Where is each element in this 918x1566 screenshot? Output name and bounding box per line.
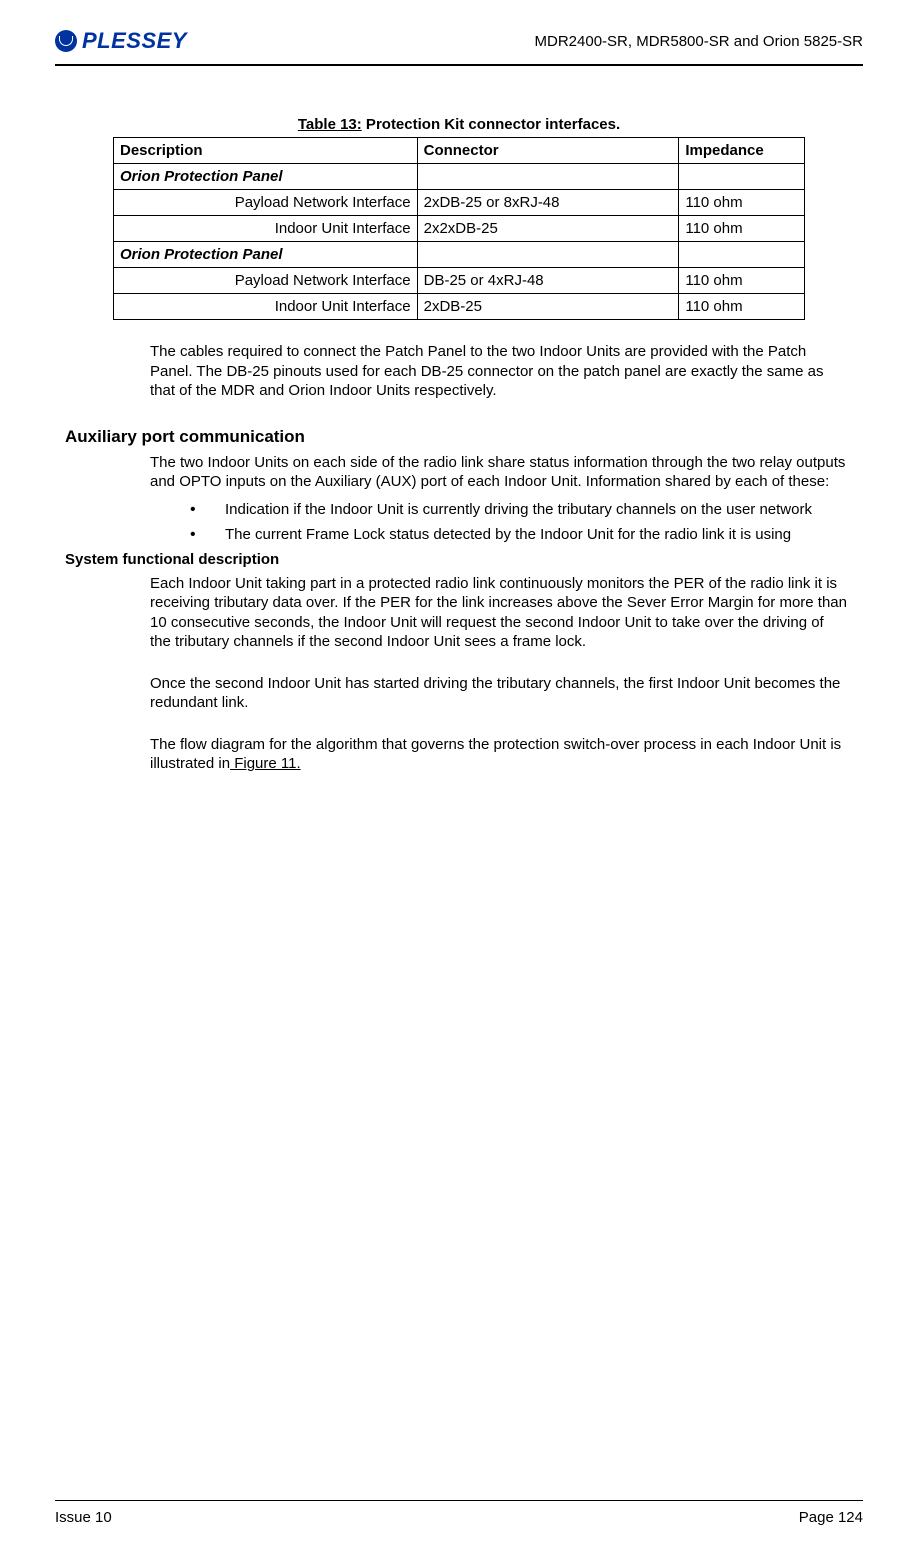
empty-cell: [679, 242, 805, 268]
table-header-row: Description Connector Impedance: [114, 138, 805, 164]
paragraph-cables: The cables required to connect the Patch…: [150, 342, 848, 401]
logo-brand-text: PLESSEY: [82, 28, 187, 54]
section-header: Orion Protection Panel: [114, 164, 418, 190]
paragraph-sysfunc-1: Each Indoor Unit taking part in a protec…: [150, 574, 848, 652]
table-caption-label: Table 13:: [298, 116, 362, 133]
logo-inner-icon: [59, 36, 73, 46]
connector-table: Description Connector Impedance Orion Pr…: [113, 137, 805, 320]
paragraph-aux-intro: The two Indoor Units on each side of the…: [150, 453, 848, 492]
empty-cell: [679, 164, 805, 190]
cell-description: Indoor Unit Interface: [114, 294, 418, 320]
cell-impedance: 110 ohm: [679, 190, 805, 216]
table-row: Payload Network Interface DB-25 or 4xRJ-…: [114, 268, 805, 294]
heading-aux-port: Auxiliary port communication: [65, 427, 863, 447]
col-header-description: Description: [114, 138, 418, 164]
list-item: Indication if the Indoor Unit is current…: [190, 500, 848, 520]
paragraph-sysfunc-3: The flow diagram for the algorithm that …: [150, 735, 848, 774]
paragraph-sysfunc-2: Once the second Indoor Unit has started …: [150, 674, 848, 713]
cell-description: Payload Network Interface: [114, 268, 418, 294]
table-section-row: Orion Protection Panel: [114, 242, 805, 268]
empty-cell: [417, 164, 679, 190]
cell-impedance: 110 ohm: [679, 294, 805, 320]
col-header-connector: Connector: [417, 138, 679, 164]
section-header: Orion Protection Panel: [114, 242, 418, 268]
heading-system-functional: System functional description: [65, 551, 863, 568]
cell-connector: 2xDB-25 or 8xRJ-48: [417, 190, 679, 216]
list-item: The current Frame Lock status detected b…: [190, 525, 848, 545]
page-footer: Issue 10 Page 124: [55, 1500, 863, 1526]
cell-connector: 2x2xDB-25: [417, 216, 679, 242]
cell-description: Payload Network Interface: [114, 190, 418, 216]
page-header: PLESSEY MDR2400-SR, MDR5800-SR and Orion…: [55, 0, 863, 66]
table-caption: Table 13: Protection Kit connector inter…: [55, 116, 863, 133]
footer-issue: Issue 10: [55, 1509, 112, 1526]
footer-page: Page 124: [799, 1509, 863, 1526]
cell-impedance: 110 ohm: [679, 268, 805, 294]
empty-cell: [417, 242, 679, 268]
table-row: Payload Network Interface 2xDB-25 or 8xR…: [114, 190, 805, 216]
logo-icon: [55, 30, 77, 52]
col-header-impedance: Impedance: [679, 138, 805, 164]
bullet-list: Indication if the Indoor Unit is current…: [190, 500, 848, 545]
document-title: MDR2400-SR, MDR5800-SR and Orion 5825-SR: [535, 33, 863, 50]
cell-impedance: 110 ohm: [679, 216, 805, 242]
cell-connector: 2xDB-25: [417, 294, 679, 320]
table-caption-title: Protection Kit connector interfaces.: [362, 116, 620, 133]
table-row: Indoor Unit Interface 2x2xDB-25 110 ohm: [114, 216, 805, 242]
cell-connector: DB-25 or 4xRJ-48: [417, 268, 679, 294]
logo: PLESSEY: [55, 28, 187, 54]
table-section-row: Orion Protection Panel: [114, 164, 805, 190]
cell-description: Indoor Unit Interface: [114, 216, 418, 242]
table-row: Indoor Unit Interface 2xDB-25 110 ohm: [114, 294, 805, 320]
figure-reference-link[interactable]: Figure 11.: [230, 755, 301, 772]
